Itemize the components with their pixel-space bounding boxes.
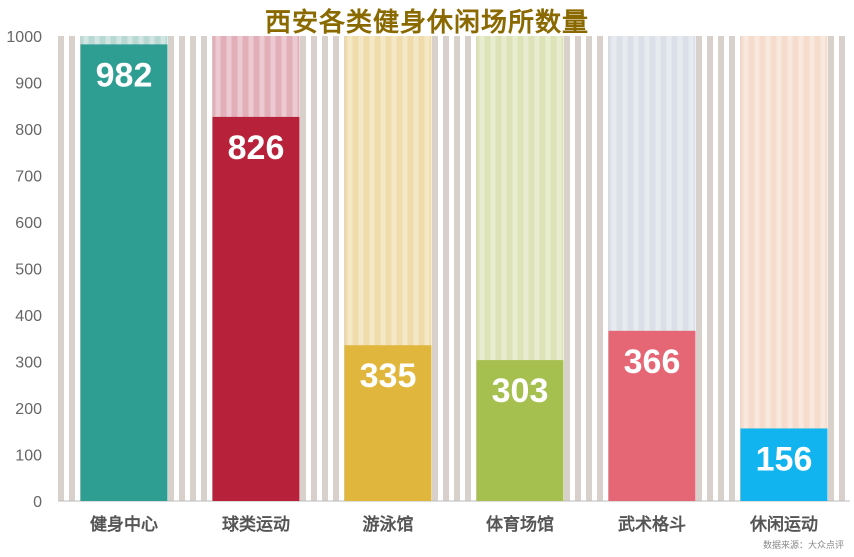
bg-stripe [828,36,834,501]
y-tick-label: 600 [15,215,42,232]
category-label: 游泳馆 [363,514,414,535]
y-tick-label: 400 [15,308,42,325]
labels: 982 健身中心 826 球类运动 335 游泳馆 303 体育场馆 366 武术格斗 156 休闲运… [90,56,818,535]
bg-stripe [839,36,845,501]
bg-stripe [707,36,713,501]
y-tick-label: 300 [15,355,42,372]
bg-stripe [201,36,207,501]
data-label: 156 [756,440,813,478]
y-tick-label: 1000 [6,29,42,46]
bar-bg-column [740,36,828,501]
y-tick-label: 200 [15,401,42,418]
bg-stripe [564,36,570,501]
bg-stripe [432,36,438,501]
y-axis: 0 100 200 300 400 500 600 700 800 900 1000 [6,29,850,511]
y-tick-label: 100 [15,448,42,465]
chart-title: 西安各类健身休闲场所数量 [264,8,589,38]
bg-stripe [443,36,449,501]
source-note: 数据来源：大众点评 [762,541,844,551]
bar [212,116,300,501]
bg-stripe [465,36,471,501]
bg-stripe [179,36,185,501]
data-label: 366 [624,343,681,381]
bg-stripe [311,36,317,501]
striped-background [58,36,850,501]
y-tick-label: 700 [15,169,42,186]
y-tick-label: 500 [15,262,42,279]
bg-stripe [454,36,460,501]
bg-stripe [729,36,735,501]
bg-stripe [300,36,306,501]
category-label: 球类运动 [222,514,290,535]
y-tick-label: 0 [33,494,42,511]
bg-stripe [333,36,339,501]
category-label: 休闲运动 [749,514,818,535]
bg-stripe [190,36,196,501]
bar [344,345,432,501]
bar [608,330,696,501]
y-tick-label: 800 [15,122,42,139]
bg-stripe [597,36,603,501]
bars [80,36,828,502]
bar [80,44,168,502]
data-label: 826 [228,129,285,167]
bg-stripe [322,36,328,501]
category-label: 武术格斗 [618,514,686,535]
bar [740,428,828,501]
bar [476,360,564,501]
bg-stripe [586,36,592,501]
bg-stripe [168,36,174,501]
bg-stripe [575,36,581,501]
data-label: 303 [492,372,549,410]
bg-stripe [696,36,702,501]
category-label: 健身中心 [90,514,158,535]
bg-stripe [718,36,724,501]
data-label: 335 [360,357,417,395]
bg-stripe [58,36,64,501]
y-tick-label: 900 [15,76,42,93]
category-label: 体育场馆 [486,514,554,535]
data-label: 982 [96,56,153,94]
bg-stripe [69,36,75,501]
